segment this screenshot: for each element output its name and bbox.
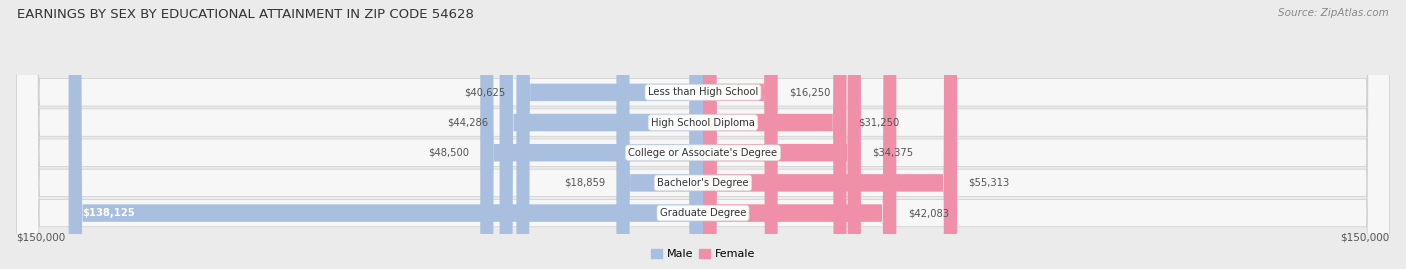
Text: $150,000: $150,000: [1340, 233, 1389, 243]
Text: EARNINGS BY SEX BY EDUCATIONAL ATTAINMENT IN ZIP CODE 54628: EARNINGS BY SEX BY EDUCATIONAL ATTAINMEN…: [17, 8, 474, 21]
Text: $138,125: $138,125: [83, 208, 135, 218]
FancyBboxPatch shape: [516, 0, 703, 269]
FancyBboxPatch shape: [703, 0, 957, 269]
FancyBboxPatch shape: [17, 0, 1389, 269]
Text: $18,859: $18,859: [564, 178, 605, 188]
Text: Less than High School: Less than High School: [648, 87, 758, 97]
FancyBboxPatch shape: [481, 0, 703, 269]
FancyBboxPatch shape: [499, 0, 703, 269]
FancyBboxPatch shape: [703, 0, 896, 269]
Text: $48,500: $48,500: [427, 148, 468, 158]
Text: $44,286: $44,286: [447, 118, 488, 128]
FancyBboxPatch shape: [616, 0, 703, 269]
Text: $55,313: $55,313: [969, 178, 1010, 188]
Text: Bachelor's Degree: Bachelor's Degree: [657, 178, 749, 188]
FancyBboxPatch shape: [17, 0, 1389, 269]
FancyBboxPatch shape: [17, 0, 1389, 269]
Text: $16,250: $16,250: [789, 87, 831, 97]
Legend: Male, Female: Male, Female: [647, 244, 759, 263]
Text: High School Diploma: High School Diploma: [651, 118, 755, 128]
Text: $34,375: $34,375: [872, 148, 914, 158]
Text: College or Associate's Degree: College or Associate's Degree: [628, 148, 778, 158]
Text: $150,000: $150,000: [17, 233, 66, 243]
FancyBboxPatch shape: [69, 0, 703, 269]
FancyBboxPatch shape: [17, 0, 1389, 269]
Text: $42,083: $42,083: [908, 208, 949, 218]
FancyBboxPatch shape: [703, 0, 846, 269]
FancyBboxPatch shape: [17, 0, 1389, 269]
FancyBboxPatch shape: [703, 0, 778, 269]
Text: $40,625: $40,625: [464, 87, 505, 97]
Text: Source: ZipAtlas.com: Source: ZipAtlas.com: [1278, 8, 1389, 18]
FancyBboxPatch shape: [703, 0, 860, 269]
Text: $31,250: $31,250: [858, 118, 900, 128]
Text: Graduate Degree: Graduate Degree: [659, 208, 747, 218]
